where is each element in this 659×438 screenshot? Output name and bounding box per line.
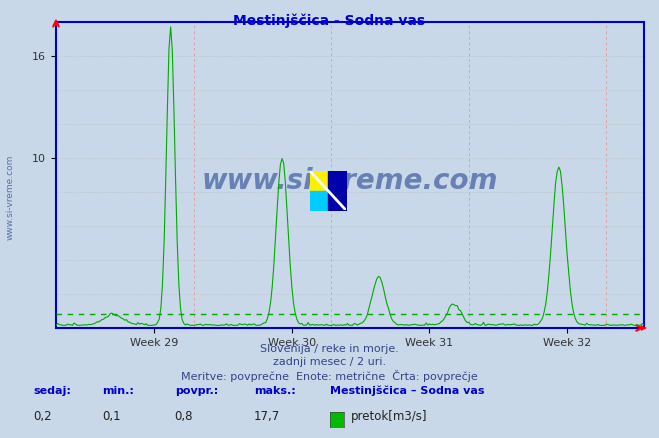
Text: www.si-vreme.com: www.si-vreme.com: [5, 155, 14, 240]
Text: 0,2: 0,2: [33, 410, 51, 424]
Text: Meritve: povprečne  Enote: metrične  Črta: povprečje: Meritve: povprečne Enote: metrične Črta:…: [181, 370, 478, 382]
Text: 17,7: 17,7: [254, 410, 280, 424]
Text: Mestinjščica – Sodna vas: Mestinjščica – Sodna vas: [330, 386, 484, 396]
Text: zadnji mesec / 2 uri.: zadnji mesec / 2 uri.: [273, 357, 386, 367]
Text: www.si-vreme.com: www.si-vreme.com: [202, 167, 498, 195]
Text: Mestinjščica - Sodna vas: Mestinjščica - Sodna vas: [233, 13, 426, 28]
Text: maks.:: maks.:: [254, 386, 295, 396]
Text: 0,1: 0,1: [102, 410, 121, 424]
Text: min.:: min.:: [102, 386, 134, 396]
Text: povpr.:: povpr.:: [175, 386, 218, 396]
Text: 0,8: 0,8: [175, 410, 193, 424]
Text: pretok[m3/s]: pretok[m3/s]: [351, 410, 427, 424]
Text: Slovenija / reke in morje.: Slovenija / reke in morje.: [260, 344, 399, 354]
Text: sedaj:: sedaj:: [33, 386, 71, 396]
